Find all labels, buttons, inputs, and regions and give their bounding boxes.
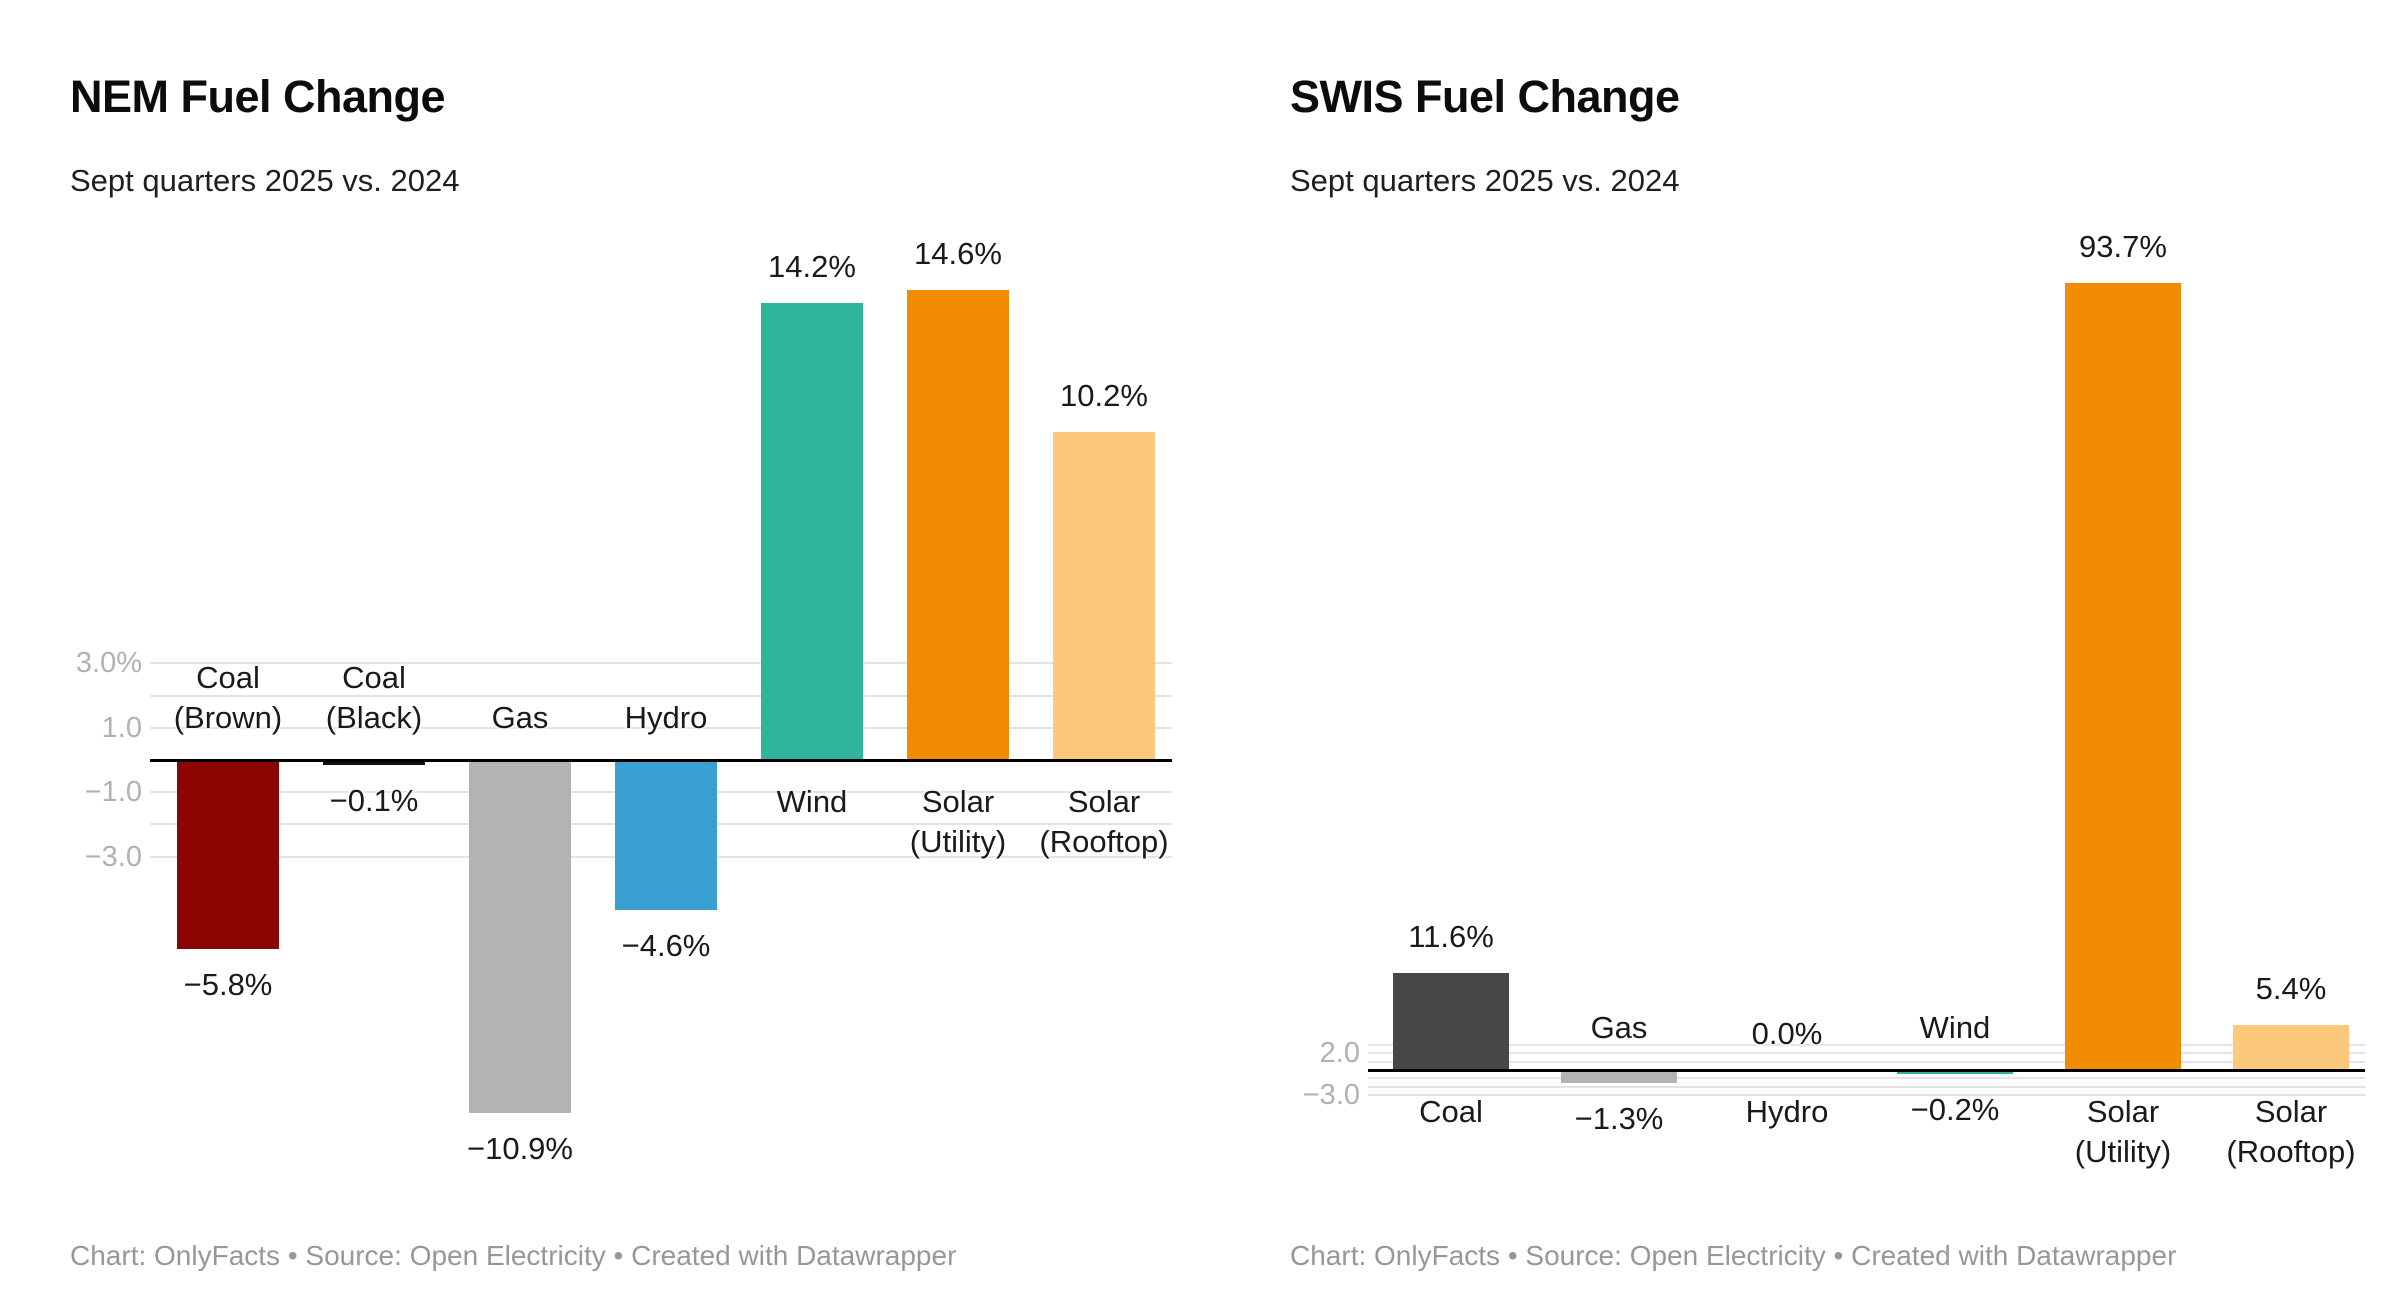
axis-tick-label--1: −1.0 (84, 776, 142, 809)
category-label-coal-line0: Coal (1419, 1094, 1483, 1129)
axis-tick-label-1: 1.0 (101, 711, 142, 744)
bar-solar-utility (907, 289, 1009, 760)
value-label-wind: 14.2% (768, 248, 856, 284)
category-label-solar-utility-line1: (Utility) (2074, 1134, 2172, 1169)
value-label-gas: −10.9% (466, 1130, 573, 1166)
category-label-hydro-line0: Hydro (1745, 1094, 1829, 1129)
bar-gas (469, 762, 571, 1113)
category-label-wind-line0: Wind (776, 784, 848, 819)
category-label-solar-utility-line1: (Utility) (909, 824, 1007, 859)
gridline-3 (150, 662, 1172, 665)
category-label-solar-rooftop-line1: (Rooftop) (2226, 1134, 2356, 1169)
bar-solar-rooftop (2233, 1024, 2349, 1070)
zero-axis-line (150, 759, 1172, 762)
value-label-solar-utility: 14.6% (914, 235, 1002, 271)
value-label-wind: −0.2% (1910, 1092, 2000, 1127)
gridline-2 (150, 694, 1172, 697)
axis-tick-label-2: 2.0 (1319, 1037, 1360, 1070)
category-label-solar-rooftop-line0: Solar (1067, 784, 1141, 819)
bar-coal-black (323, 762, 425, 766)
category-label-hydro-line0: Hydro (624, 700, 708, 735)
chart-subtitle: Sept quarters 2025 vs. 2024 (70, 163, 460, 198)
gridline-1 (1368, 1060, 2365, 1063)
category-label-coal-brown-line1: (Brown) (173, 700, 283, 735)
category-label-solar-rooftop-line1: (Rooftop) (1039, 824, 1169, 859)
zero-axis-line (1368, 1069, 2365, 1072)
bar-hydro (615, 762, 717, 911)
bar-gas (1561, 1072, 1677, 1083)
category-label-coal-black-line1: (Black) (325, 700, 423, 735)
category-label-gas-line0: Gas (1590, 1010, 1648, 1045)
axis-tick-label-3: 3.0% (75, 647, 142, 680)
value-label-gas: −1.3% (1574, 1100, 1664, 1136)
chart-title: SWIS Fuel Change (1290, 71, 1680, 123)
value-label-coal-black: −0.1% (329, 783, 419, 819)
chart-title: NEM Fuel Change (70, 71, 446, 123)
gridline--3 (1368, 1094, 2365, 1097)
value-label-hydro: 0.0% (1751, 1016, 1823, 1051)
gridline--2 (1368, 1085, 2365, 1088)
value-label-solar-rooftop: 10.2% (1060, 377, 1148, 413)
value-label-hydro: −4.6% (621, 928, 711, 964)
gridline-3 (1368, 1043, 2365, 1046)
chart-footer: Chart: OnlyFacts • Source: Open Electric… (1290, 1240, 2177, 1271)
bar-wind (761, 302, 863, 760)
value-label-solar-rooftop: 5.4% (2255, 970, 2327, 1006)
category-label-wind-line0: Wind (1919, 1010, 1991, 1045)
category-label-gas-line0: Gas (491, 700, 549, 735)
gridline--1 (1368, 1077, 2365, 1080)
value-label-coal-brown: −5.8% (183, 966, 273, 1002)
axis-tick-label--3: −3.0 (1302, 1079, 1360, 1112)
value-label-solar-utility: 93.7% (2079, 228, 2167, 264)
bar-coal-brown (177, 762, 279, 949)
chart-subtitle: Sept quarters 2025 vs. 2024 (1290, 163, 1680, 198)
bar-coal (1393, 972, 1509, 1070)
category-label-coal-brown-line0: Coal (196, 660, 260, 695)
gridline-1 (150, 726, 1172, 729)
bar-solar-rooftop (1053, 431, 1155, 760)
value-label-coal: 11.6% (1408, 918, 1494, 954)
axis-tick-label--3: −3.0 (84, 840, 142, 873)
bar-solar-utility (2065, 282, 2181, 1070)
bar-wind (1897, 1072, 2013, 1074)
chart-footer: Chart: OnlyFacts • Source: Open Electric… (70, 1240, 957, 1271)
category-label-coal-black-line0: Coal (342, 660, 406, 695)
gridline-2 (1368, 1052, 2365, 1055)
category-label-solar-utility-line0: Solar (2086, 1094, 2160, 1129)
category-label-solar-utility-line0: Solar (921, 784, 995, 819)
category-label-solar-rooftop-line0: Solar (2254, 1094, 2328, 1129)
